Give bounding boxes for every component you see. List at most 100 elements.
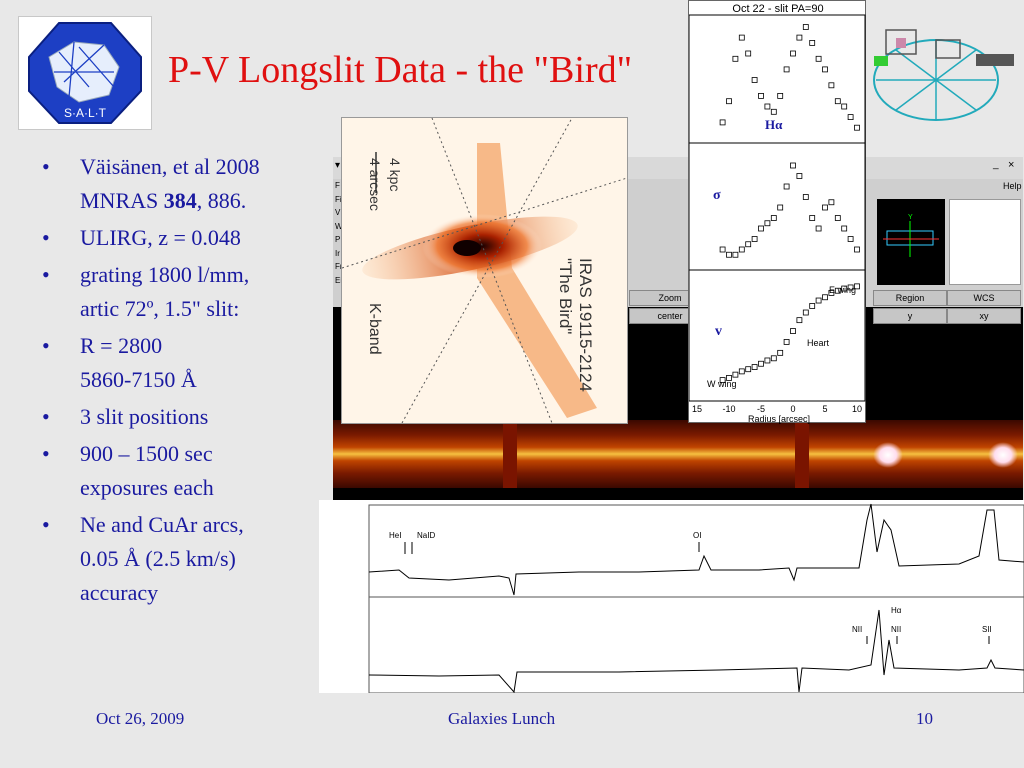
svg-text:Y: Y [908, 214, 913, 221]
pv-point [770, 215, 777, 221]
pv-point [847, 236, 854, 242]
pv-point [796, 34, 803, 41]
line-label-nii-2: NII [891, 625, 901, 634]
pv-plot-panel: Oct 22 - slit PA=90 Hα σ v E wing Heart … [688, 0, 866, 424]
bullet-arcs: Ne and CuAr arcs, 0.05 Å (2.5 km/s) accu… [42, 508, 327, 610]
pv-point [828, 199, 835, 206]
pv-point [834, 215, 841, 221]
pv-point [834, 287, 841, 294]
wcs-button[interactable]: WCS [947, 290, 1021, 306]
pv-point [732, 251, 739, 258]
pv-point [726, 98, 732, 105]
pv-point [764, 357, 771, 364]
x-axis-label: Radius [arcsec] [748, 414, 810, 424]
pv-point [738, 246, 745, 253]
pv-point [777, 93, 784, 99]
x-ticks: 15 -10 -5 0 5 10 [692, 404, 862, 414]
ds9-menu-item[interactable]: Ei [335, 275, 343, 285]
ds9-menu-toggle[interactable]: ▾ [335, 160, 341, 171]
slide-number: 10 [916, 709, 933, 728]
y-button[interactable]: y [873, 308, 947, 324]
pv-point [751, 77, 758, 83]
x-tick-label: -10 [722, 404, 735, 414]
pv-point [854, 283, 860, 290]
minimize-icon[interactable]: _ [993, 159, 999, 170]
pv-point [726, 251, 732, 258]
pv-point [796, 317, 803, 324]
pv-point [770, 108, 777, 115]
annotation-heart: Heart [807, 338, 830, 348]
bullet-text: 5860-7150 Å [80, 367, 197, 392]
bullet-slits: 3 slit positions [42, 400, 327, 434]
pv-point [802, 194, 809, 200]
pv-point [751, 236, 758, 242]
pv-point [841, 225, 848, 232]
pv-point [758, 225, 764, 232]
bullet-resolution: R = 2800 5860-7150 Å [42, 329, 327, 397]
pv-title: Oct 22 - slit PA=90 [732, 3, 823, 15]
spectrum-gap [503, 420, 517, 488]
pv-plots: Oct 22 - slit PA=90 Hα σ v E wing Heart … [688, 3, 866, 424]
region-button[interactable]: Region [873, 290, 947, 306]
pv-point [726, 375, 732, 381]
bullet-list: Väisänen, et al 2008 MNRAS 384, 886. ULI… [42, 150, 327, 613]
pv-point [847, 114, 854, 120]
band-label: K-band [366, 303, 383, 355]
close-icon[interactable]: × [1008, 159, 1015, 171]
bullet-text: exposures each [80, 475, 214, 500]
pv-point [719, 119, 726, 126]
spectrum-svg: HeI NaID OI NII Hα NII SII [368, 503, 1024, 694]
instrument-drawing [866, 10, 1024, 130]
salt-logo-icon: S·A·L·T [28, 22, 142, 124]
pv-point [758, 360, 764, 367]
ds9-side-menu[interactable]: F Fi V W P Ir Fr Ei [335, 179, 347, 289]
ds9-menu-item[interactable]: W [335, 221, 343, 231]
ds9-menu-item[interactable]: Ir [335, 248, 340, 258]
pv-point [822, 66, 828, 73]
pv-point [822, 294, 828, 301]
ds9-menu-item[interactable]: F [335, 181, 340, 190]
ds9-menu-item[interactable]: Fi [335, 194, 342, 204]
pv-point [732, 55, 739, 62]
logo-text: S·A·L·T [64, 106, 107, 120]
pv-point [847, 284, 854, 291]
x-tick-label: 5 [822, 404, 827, 414]
galaxy-kband-image: 4 arcsec 4 kpc K-band IRAS 19115-2124 "T… [341, 117, 628, 424]
pv-point [738, 368, 745, 375]
pv-point [802, 24, 809, 30]
pv-point [745, 50, 752, 57]
pv-point [783, 66, 790, 73]
bullet-reference: Väisänen, et al 2008 MNRAS 384, 886. [42, 150, 327, 218]
line-label-naid: NaID [417, 531, 435, 540]
footer-title: Galaxies Lunch [448, 709, 556, 728]
line-label-oi: OI [693, 531, 701, 540]
line-label-hei: HeI [389, 531, 401, 540]
bullet-text: 3 slit positions [80, 404, 209, 429]
ds9-magnifier: Y [877, 199, 945, 285]
pv-point [815, 55, 822, 62]
pv-point [815, 225, 822, 232]
x-tick-label: 15 [692, 404, 702, 414]
x-tick-label: -5 [757, 404, 765, 414]
slide-title: P-V Longslit Data - the "Bird" [168, 49, 633, 91]
bullet-text: ULIRG, z = 0.048 [80, 225, 241, 250]
pv-point [809, 40, 816, 46]
ds9-2d-spectrum[interactable] [333, 420, 1023, 488]
pv-point [790, 162, 796, 169]
pv-point [758, 93, 764, 99]
pv-point [777, 349, 784, 356]
pv-point [732, 371, 739, 378]
ds9-menu-item[interactable]: Fr [335, 262, 343, 271]
xy-button[interactable]: xy [947, 308, 1021, 324]
ds9-panner[interactable] [949, 199, 1021, 285]
crosshair-icon: Y [883, 214, 939, 257]
bullet-text: 900 – 1500 sec [80, 441, 213, 466]
bullet-text: MNRAS 384, 886. [80, 188, 247, 213]
pv-point [777, 204, 784, 211]
ds9-menu-item[interactable]: P [335, 235, 341, 244]
scale-label-kpc: 4 kpc [387, 158, 403, 191]
pv-point [764, 220, 771, 227]
ds9-help-menu[interactable]: Help [1003, 181, 1022, 191]
ds9-menu-item[interactable]: V [335, 208, 341, 217]
object-name: IRAS 19115-2124 [576, 258, 595, 392]
